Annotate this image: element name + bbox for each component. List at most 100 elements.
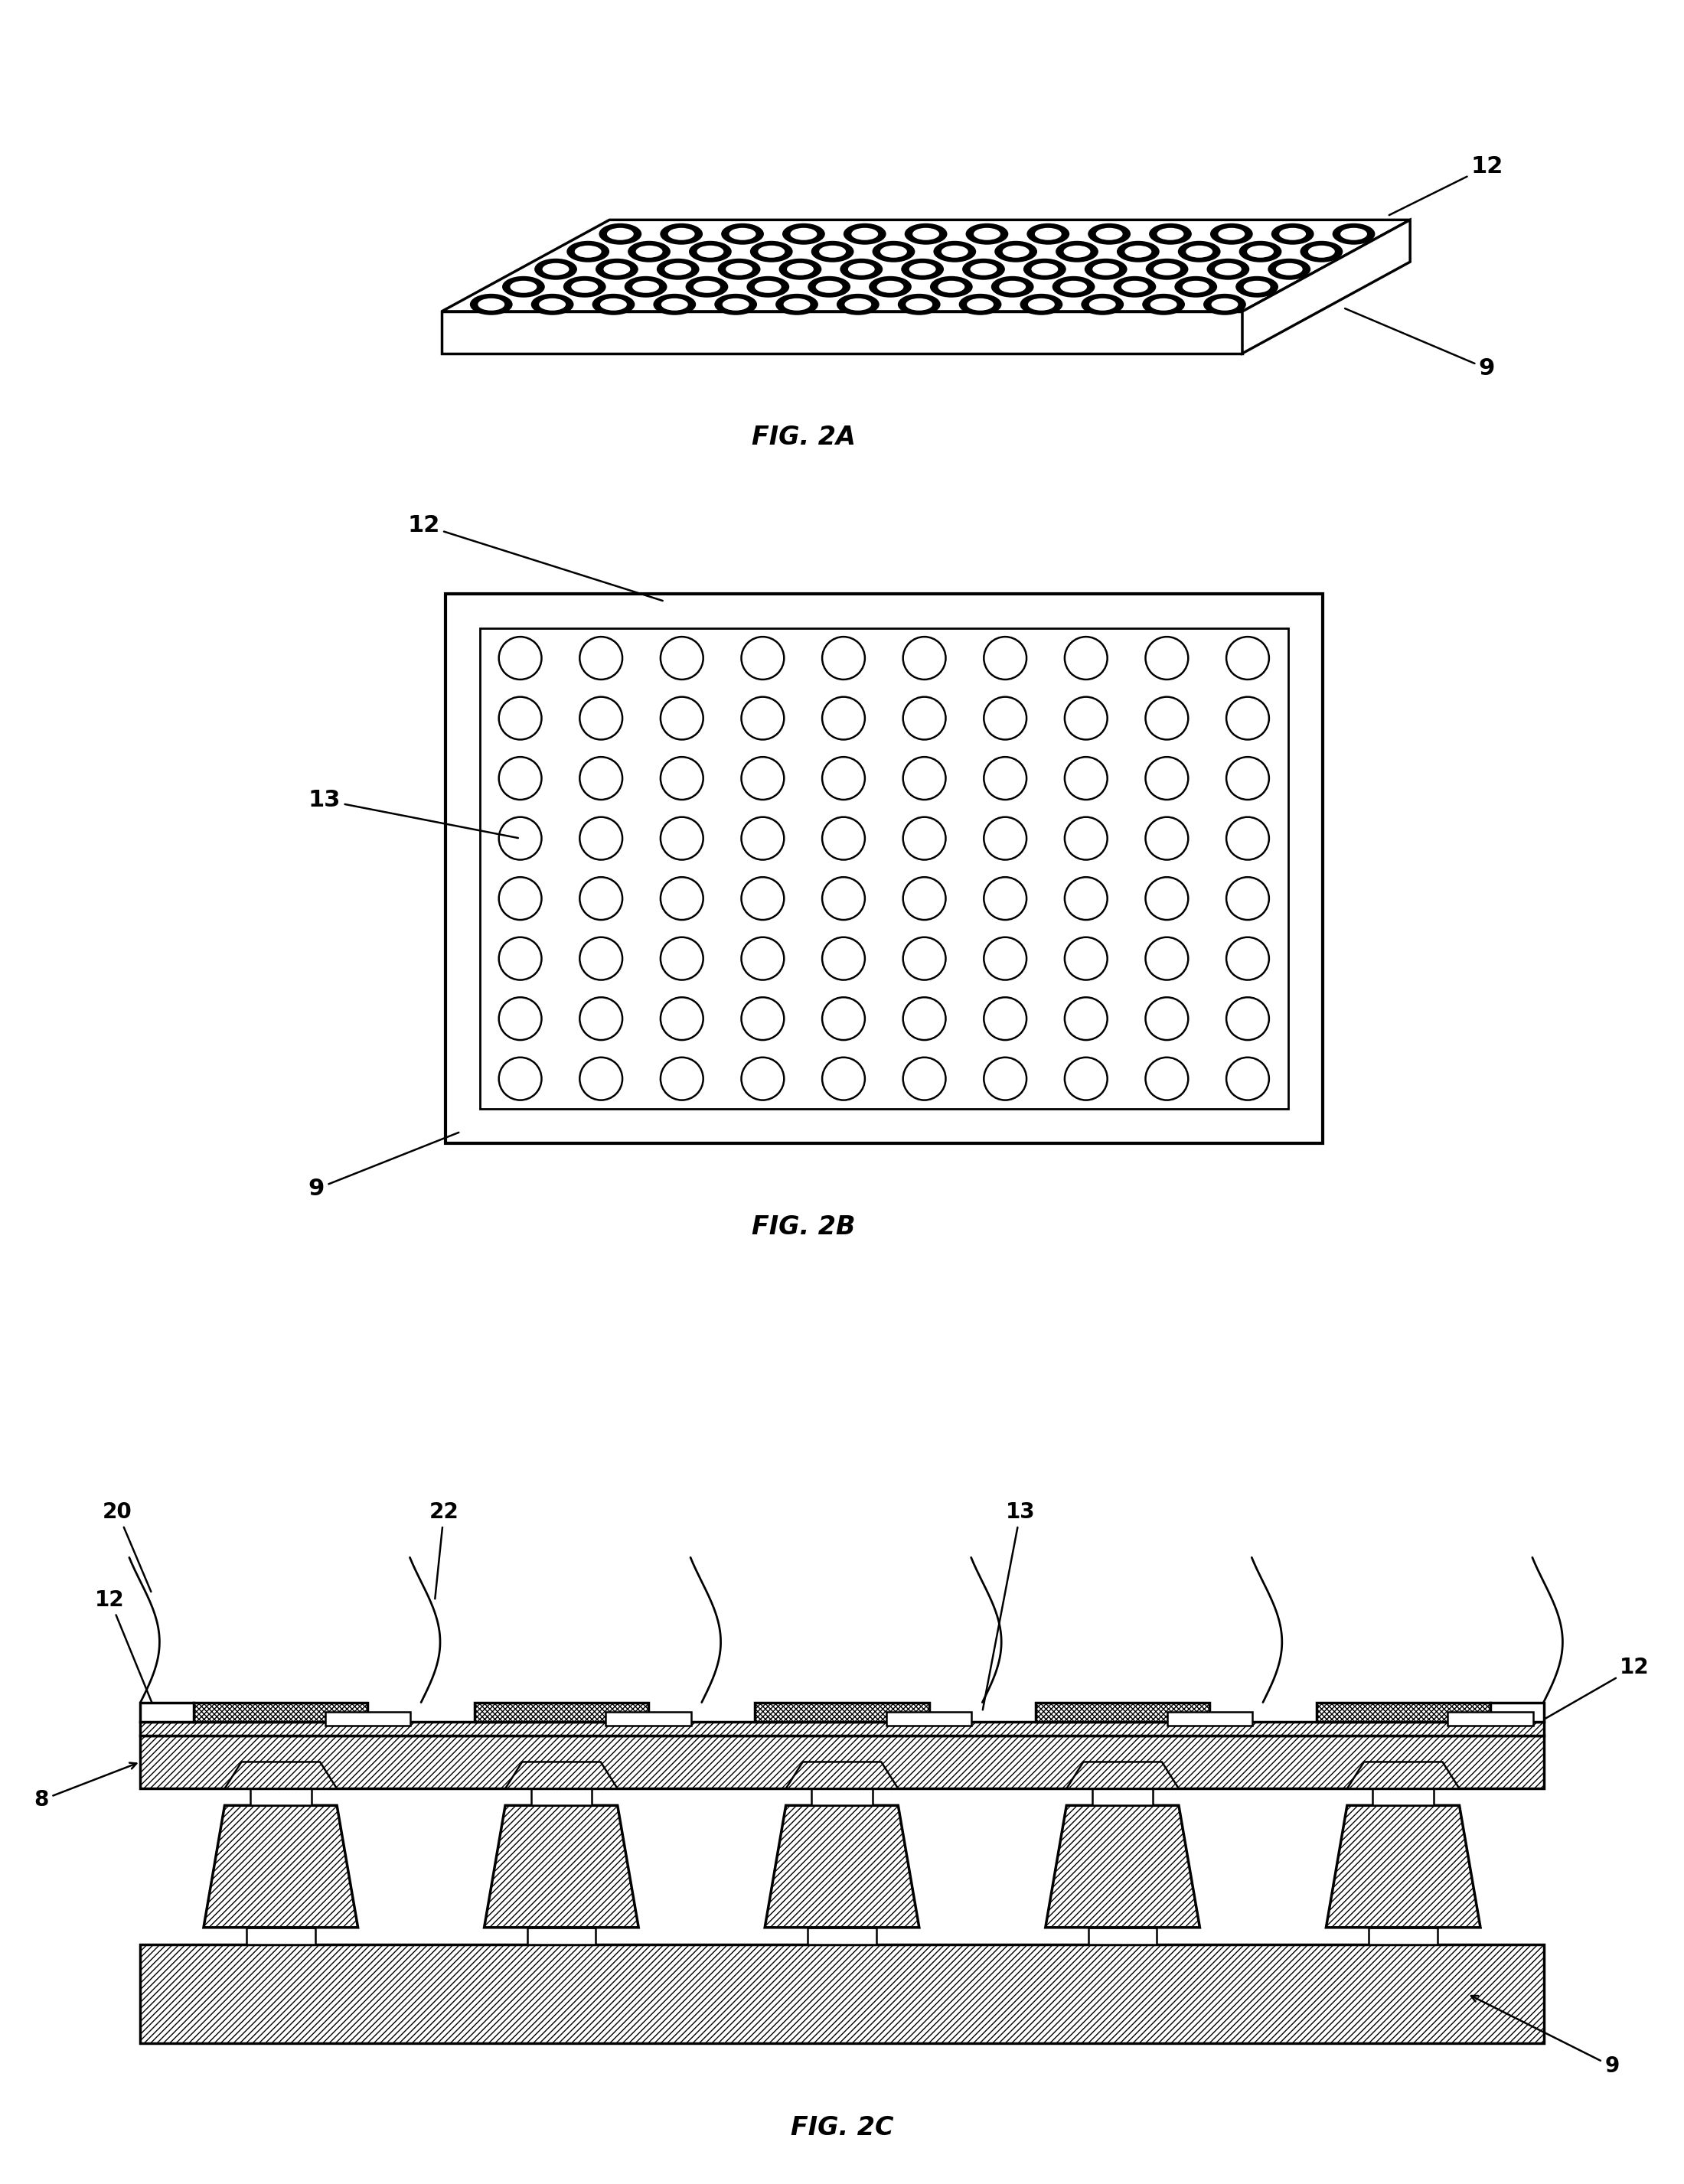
Circle shape: [1064, 697, 1108, 740]
Circle shape: [498, 998, 542, 1040]
Circle shape: [498, 758, 542, 799]
Bar: [140, 1736, 1544, 1789]
Ellipse shape: [685, 275, 727, 297]
Circle shape: [983, 1057, 1027, 1101]
Ellipse shape: [600, 223, 642, 245]
Circle shape: [983, 878, 1027, 919]
Ellipse shape: [1157, 227, 1184, 240]
Ellipse shape: [995, 240, 1037, 262]
Bar: [325, 1712, 411, 1725]
Ellipse shape: [1204, 293, 1246, 314]
Circle shape: [1226, 758, 1270, 799]
Circle shape: [741, 817, 785, 860]
Ellipse shape: [783, 299, 810, 310]
Ellipse shape: [790, 227, 817, 240]
Circle shape: [1226, 697, 1270, 740]
Text: 12: 12: [96, 1590, 155, 1710]
Ellipse shape: [603, 262, 630, 275]
Circle shape: [1226, 1057, 1270, 1101]
Circle shape: [660, 998, 704, 1040]
Circle shape: [1226, 937, 1270, 981]
Bar: [808, 1928, 876, 1944]
Ellipse shape: [1271, 223, 1314, 245]
Text: 13: 13: [983, 1503, 1036, 1710]
Circle shape: [660, 937, 704, 981]
Circle shape: [903, 758, 946, 799]
Ellipse shape: [815, 282, 842, 293]
Ellipse shape: [637, 245, 662, 258]
Circle shape: [741, 998, 785, 1040]
Ellipse shape: [1211, 299, 1238, 310]
Ellipse shape: [901, 258, 943, 280]
Ellipse shape: [1280, 227, 1307, 240]
Ellipse shape: [913, 227, 940, 240]
Ellipse shape: [780, 258, 822, 280]
Bar: [1088, 1928, 1157, 1944]
Ellipse shape: [973, 227, 1000, 240]
Circle shape: [1064, 638, 1108, 679]
Ellipse shape: [852, 227, 877, 240]
Ellipse shape: [1034, 227, 1061, 240]
Ellipse shape: [1021, 293, 1063, 314]
Ellipse shape: [1061, 282, 1086, 293]
Ellipse shape: [697, 245, 724, 258]
Ellipse shape: [1214, 262, 1241, 275]
Circle shape: [1064, 937, 1108, 981]
Circle shape: [983, 817, 1027, 860]
Circle shape: [822, 1057, 866, 1101]
Ellipse shape: [1308, 245, 1335, 258]
Circle shape: [741, 1057, 785, 1101]
Text: 9: 9: [1472, 1996, 1620, 2077]
Circle shape: [660, 817, 704, 860]
Ellipse shape: [530, 293, 574, 314]
Ellipse shape: [1093, 262, 1120, 275]
Circle shape: [983, 937, 1027, 981]
Ellipse shape: [906, 299, 933, 310]
Circle shape: [660, 758, 704, 799]
Ellipse shape: [783, 223, 825, 245]
Ellipse shape: [1145, 258, 1189, 280]
Ellipse shape: [812, 240, 854, 262]
Ellipse shape: [669, 227, 695, 240]
Bar: [606, 1712, 690, 1725]
Circle shape: [579, 937, 623, 981]
Polygon shape: [786, 1762, 898, 1789]
Ellipse shape: [662, 299, 689, 310]
Ellipse shape: [749, 240, 793, 262]
Ellipse shape: [941, 245, 968, 258]
Bar: [475, 1701, 648, 1721]
Ellipse shape: [1142, 293, 1186, 314]
Ellipse shape: [877, 282, 904, 293]
Bar: [527, 1928, 596, 1944]
Bar: [251, 1789, 312, 1806]
Circle shape: [741, 937, 785, 981]
Ellipse shape: [628, 240, 670, 262]
Circle shape: [660, 878, 704, 919]
Circle shape: [579, 758, 623, 799]
Polygon shape: [1347, 1762, 1460, 1789]
Ellipse shape: [1024, 258, 1066, 280]
Circle shape: [1145, 878, 1189, 919]
Ellipse shape: [478, 299, 505, 310]
Polygon shape: [1325, 1806, 1480, 1928]
Ellipse shape: [1002, 245, 1029, 258]
Ellipse shape: [869, 275, 911, 297]
Text: 20: 20: [103, 1503, 152, 1592]
Text: 12: 12: [1531, 1658, 1649, 1728]
Bar: [194, 1701, 367, 1721]
Ellipse shape: [992, 275, 1034, 297]
Circle shape: [660, 638, 704, 679]
Ellipse shape: [1081, 293, 1123, 314]
Ellipse shape: [1031, 262, 1058, 275]
Ellipse shape: [1268, 258, 1310, 280]
Ellipse shape: [909, 262, 936, 275]
Bar: [1167, 1712, 1253, 1725]
Circle shape: [579, 1057, 623, 1101]
Circle shape: [1226, 817, 1270, 860]
Circle shape: [903, 878, 946, 919]
Text: 22: 22: [429, 1503, 458, 1599]
Bar: [140, 1944, 1544, 2044]
Ellipse shape: [967, 299, 994, 310]
Ellipse shape: [1177, 240, 1221, 262]
Circle shape: [822, 878, 866, 919]
